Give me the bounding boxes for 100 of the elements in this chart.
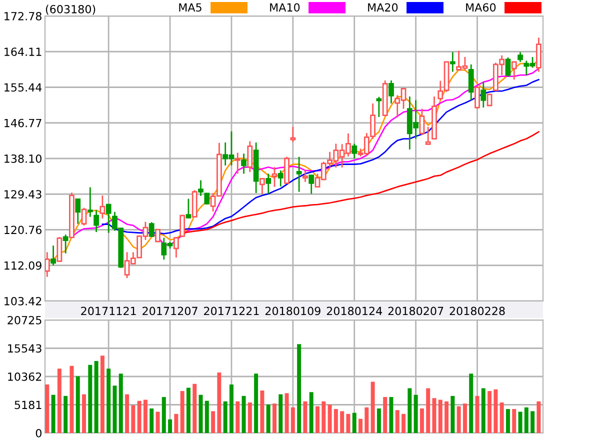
bar	[475, 396, 480, 433]
bar	[278, 394, 283, 433]
candlestick	[536, 37, 542, 72]
y-tick-label: 146.77	[4, 118, 42, 128]
bar	[57, 368, 62, 433]
candlestick	[87, 186, 93, 218]
y-tick-label: 15543	[8, 344, 42, 353]
candlestick	[94, 210, 99, 233]
y-tick-label: 155.44	[4, 83, 42, 92]
bar	[236, 401, 240, 433]
x-tick-label: 20171221	[204, 306, 259, 316]
bar	[340, 411, 344, 433]
bar	[174, 414, 178, 433]
bar	[456, 406, 461, 433]
bar	[88, 364, 92, 433]
bar	[125, 394, 130, 433]
bar	[51, 394, 56, 433]
bar	[76, 376, 80, 433]
bar	[192, 384, 197, 433]
legend-label: MA5	[179, 3, 202, 12]
bar	[376, 408, 381, 433]
bar	[180, 391, 184, 433]
bar	[402, 414, 406, 433]
candlestick	[296, 156, 302, 192]
y-tick-label: 172.78	[4, 12, 42, 20]
bar	[131, 405, 136, 433]
y-tick-label: 138.10	[4, 154, 42, 163]
y-tick-label: 103.42	[4, 296, 42, 306]
bar	[370, 382, 375, 433]
bar	[260, 390, 264, 433]
bar	[297, 344, 302, 433]
x-tick-label: 20180228	[450, 306, 505, 316]
bar	[143, 400, 148, 433]
y-tick-label: 112.09	[4, 261, 42, 270]
bar	[204, 400, 209, 433]
bar	[346, 414, 350, 433]
y-tick-label: 0	[36, 428, 42, 438]
candlestick	[302, 170, 308, 183]
bar	[444, 401, 449, 433]
bar	[112, 386, 117, 433]
bar	[223, 401, 228, 433]
bar	[266, 404, 270, 433]
bar	[316, 406, 320, 433]
candlestick	[468, 64, 474, 101]
candlestick	[241, 152, 246, 174]
x-tick-label: 20180109	[265, 306, 320, 316]
candlestick	[253, 142, 259, 194]
bar	[506, 409, 510, 433]
bar	[168, 419, 172, 433]
y-tick-label: 10362	[8, 372, 42, 381]
bar	[272, 404, 276, 433]
chart-title: (603180)	[46, 4, 96, 15]
bar	[383, 397, 388, 433]
bar	[536, 401, 541, 433]
bar	[518, 412, 522, 433]
bar	[438, 400, 442, 433]
bar	[82, 394, 86, 433]
bar	[242, 396, 246, 433]
bar	[284, 393, 289, 433]
bar	[211, 411, 216, 433]
bar	[162, 397, 166, 433]
bar	[469, 374, 474, 433]
bar	[94, 361, 98, 433]
bar	[229, 384, 234, 433]
legend-label: MA60	[466, 3, 496, 12]
bar	[500, 402, 504, 433]
bar	[462, 404, 467, 433]
candlestick	[480, 81, 486, 108]
bar	[248, 402, 252, 433]
bar	[150, 408, 154, 433]
bar	[100, 356, 104, 433]
bar	[198, 394, 203, 433]
candlestick	[198, 180, 204, 197]
y-tick-label: 5181	[14, 400, 42, 410]
x-tick-label: 20171121	[81, 306, 136, 316]
bar	[364, 407, 369, 433]
legend-label: MA10	[270, 3, 300, 12]
bar	[70, 366, 74, 433]
bar	[530, 411, 535, 433]
bar	[328, 404, 332, 433]
bar	[217, 372, 222, 433]
bar	[426, 388, 430, 433]
candlestick	[234, 152, 240, 174]
y-tick-label: 129.43	[4, 190, 42, 199]
x-tick-label: 20171207	[142, 306, 198, 316]
bar	[352, 412, 356, 433]
bar	[389, 397, 394, 433]
bar	[432, 398, 436, 433]
bar	[512, 409, 516, 433]
bar	[408, 388, 412, 433]
candlestick	[266, 173, 272, 195]
bar	[303, 401, 308, 433]
bar	[106, 368, 111, 433]
bar	[494, 389, 498, 433]
legend-label: MA20	[368, 3, 398, 12]
candlestick	[45, 251, 50, 278]
bar	[322, 401, 326, 433]
bar	[45, 384, 50, 433]
bar	[488, 391, 492, 433]
y-tick-label: 164.11	[4, 48, 42, 56]
